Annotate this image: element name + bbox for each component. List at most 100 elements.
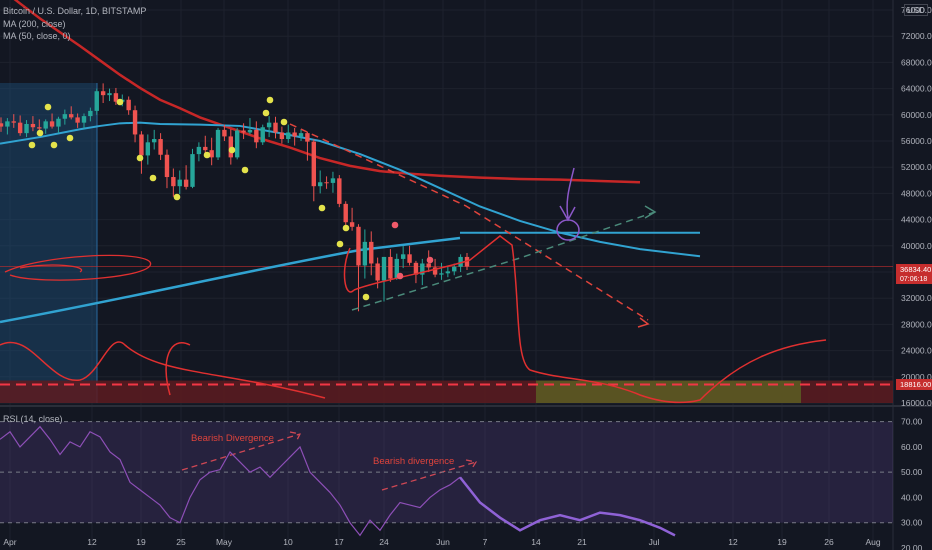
candle-body	[0, 123, 4, 127]
candle-body	[375, 263, 380, 281]
price-tick-label: 44000.00	[901, 215, 932, 225]
candle-body	[394, 258, 399, 279]
candle-body	[43, 121, 48, 129]
candle-body	[400, 254, 406, 259]
current-price-tag	[896, 264, 932, 284]
time-tick-label: Jun	[436, 537, 450, 547]
candle-body	[126, 99, 131, 111]
candle-body	[152, 139, 157, 143]
candle-body	[432, 267, 438, 275]
time-tick-label: 19	[136, 537, 146, 547]
candle-body	[407, 254, 412, 263]
pointer-arrow	[559, 167, 576, 222]
candle-body	[145, 142, 151, 156]
candle-body	[317, 182, 323, 187]
candle-body	[247, 129, 253, 133]
signal-dot-yellow	[149, 174, 157, 182]
candle-body	[343, 203, 348, 223]
signal-dot-yellow	[173, 193, 181, 201]
price-tick-label: 72000.00	[901, 31, 932, 41]
time-tick-label: 10	[283, 537, 293, 547]
candle-body	[62, 114, 68, 119]
time-tick-label: 24	[379, 537, 389, 547]
candle-body	[30, 123, 36, 128]
symbol-legend[interactable]: Bitcoin / U.S. Dollar, 1D, BITSTAMP	[3, 6, 147, 16]
signal-dot-yellow	[28, 141, 36, 149]
candle-body	[324, 182, 329, 184]
highlight-zone	[0, 83, 97, 403]
signal-dot-yellow	[362, 293, 370, 301]
bearish-divergence-label-2: Bearish divergence	[373, 456, 454, 467]
cycle-wave	[0, 341, 326, 399]
ma50-legend[interactable]: MA (50, close, 0)	[3, 31, 71, 41]
ma50-line	[0, 121, 701, 324]
ma50-path	[0, 121, 701, 258]
candle-body	[171, 177, 176, 187]
trendline-drawings	[0, 123, 827, 491]
candle-body	[209, 150, 214, 158]
candle-body	[11, 121, 16, 123]
candle-body	[413, 262, 419, 275]
signal-dot-yellow	[336, 240, 344, 248]
candle-body	[107, 93, 112, 96]
candle-body	[37, 127, 42, 129]
candle-body	[452, 266, 457, 272]
candle-body	[222, 129, 227, 137]
support-zone-highlight	[536, 380, 801, 403]
price-tick-label: 16000.00	[901, 398, 932, 408]
price-tick-label: 20000.00	[901, 372, 932, 382]
rsi-pane	[0, 421, 893, 537]
signal-dot-yellow	[136, 154, 144, 162]
ma200-path	[13, 0, 641, 184]
rsi-legend[interactable]: RSI (14, close)	[3, 414, 63, 424]
time-axis[interactable]: Apr 12 19 25 May 10 17 24 Jun 7 14 21 Jul 12 19 26 Aug	[3, 537, 880, 547]
price-tick-label: 64000.00	[901, 84, 932, 94]
rsi-tick-label: 20.00	[901, 543, 923, 550]
time-tick-label: 7	[483, 537, 488, 547]
currency-label[interactable]: USD	[904, 4, 928, 16]
candle-body	[215, 129, 221, 158]
candle-body	[445, 271, 451, 274]
time-tick-label: 25	[176, 537, 186, 547]
candle-body	[5, 121, 10, 127]
candle-body	[81, 116, 87, 123]
candle-body	[260, 127, 265, 143]
ma200-legend[interactable]: MA (200, close)	[3, 19, 66, 29]
price-tick-label: 28000.00	[901, 319, 932, 329]
price-tick-label: 60000.00	[901, 110, 932, 120]
candle-body	[337, 178, 342, 204]
candle-body	[241, 130, 246, 133]
candle-body	[292, 132, 297, 137]
price-labels: 36834.40 07:06:18 18816.00 Bearish Diver…	[191, 264, 932, 467]
candle-body	[286, 132, 291, 140]
candle-body	[330, 178, 336, 183]
candle-body	[88, 110, 93, 117]
candle-body	[203, 146, 208, 151]
rsi-tick-label: 40.00	[901, 492, 923, 502]
bearish-divergence-label-1: Bearish Divergence	[191, 433, 274, 444]
rsi-tick-label: 50.00	[901, 467, 923, 477]
time-tick-label: 12	[87, 537, 97, 547]
candle-body	[349, 222, 355, 227]
current-price-label: 36834.40	[900, 265, 931, 274]
candle-body	[158, 139, 163, 155]
scribble-circle	[4, 254, 151, 281]
candle-body	[362, 241, 368, 266]
price-tick-label: 24000.00	[901, 346, 932, 356]
price-tick-label: 48000.00	[901, 188, 932, 198]
uptrend-channel	[351, 211, 656, 311]
projected-price-path	[353, 235, 827, 404]
rsi-tick-label: 60.00	[901, 442, 923, 452]
signal-dot-yellow	[342, 224, 350, 232]
candle-body	[426, 263, 431, 268]
countdown-label: 07:06:18	[900, 276, 927, 283]
wedge-left-edge	[343, 247, 355, 293]
downtrend-arrowhead	[637, 317, 650, 328]
time-tick-label: 19	[777, 537, 787, 547]
time-tick-label: Apr	[3, 537, 16, 547]
signal-dot-yellow	[318, 204, 326, 212]
candle-body	[266, 122, 272, 128]
